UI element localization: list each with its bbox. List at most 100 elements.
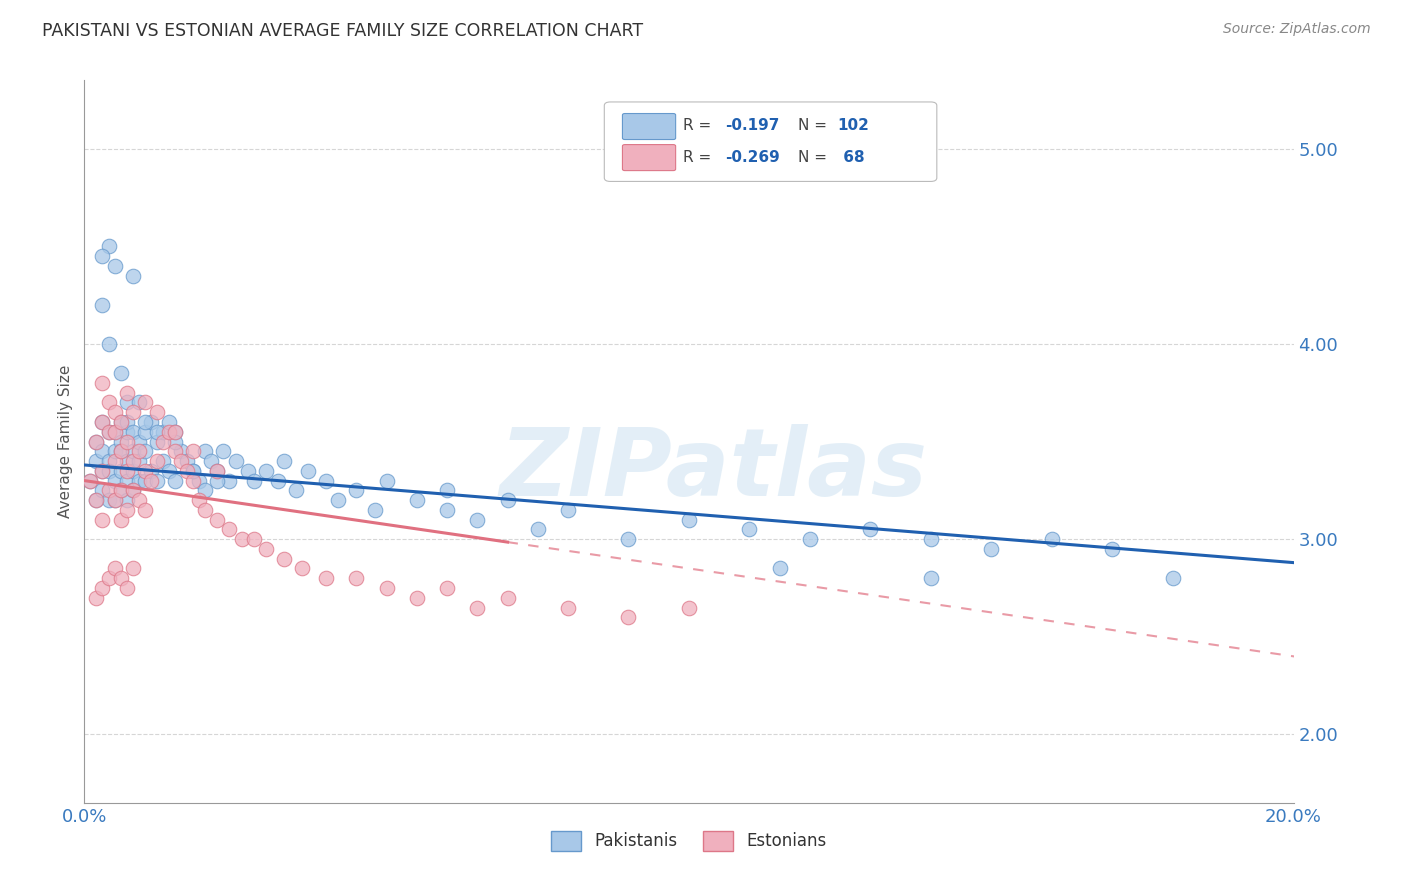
Point — [231, 532, 253, 546]
Point — [134, 474, 156, 488]
Point — [134, 415, 156, 429]
Point — [91, 513, 114, 527]
Point — [104, 561, 127, 575]
Point — [146, 474, 169, 488]
Point — [920, 571, 942, 585]
Point — [134, 395, 156, 409]
Point — [152, 425, 174, 439]
Text: 68: 68 — [838, 150, 865, 165]
Point — [181, 464, 204, 478]
Point — [128, 395, 150, 409]
Point — [134, 464, 156, 478]
Point — [207, 464, 229, 478]
Point — [134, 444, 156, 458]
Point — [115, 581, 138, 595]
Point — [346, 483, 368, 498]
Point — [79, 474, 101, 488]
Text: PAKISTANI VS ESTONIAN AVERAGE FAMILY SIZE CORRELATION CHART: PAKISTANI VS ESTONIAN AVERAGE FAMILY SIZ… — [42, 22, 644, 40]
Point — [91, 415, 114, 429]
Point — [91, 483, 114, 498]
Point — [678, 600, 700, 615]
Point — [128, 434, 150, 449]
Point — [104, 474, 127, 488]
Point — [207, 464, 229, 478]
Point — [121, 405, 143, 419]
Point — [181, 444, 204, 458]
Point — [91, 464, 114, 478]
Point — [165, 425, 187, 439]
Point — [1040, 532, 1063, 546]
Point — [273, 551, 295, 566]
Point — [157, 464, 180, 478]
Point — [980, 541, 1002, 556]
Point — [97, 425, 120, 439]
Text: -0.269: -0.269 — [725, 150, 780, 165]
Point — [291, 561, 314, 575]
Point — [176, 454, 198, 468]
Point — [139, 415, 162, 429]
Point — [406, 493, 429, 508]
Point — [104, 454, 127, 468]
Point — [527, 523, 550, 537]
Point — [128, 493, 150, 508]
Text: Source: ZipAtlas.com: Source: ZipAtlas.com — [1223, 22, 1371, 37]
Text: N =: N = — [797, 150, 831, 165]
Point — [617, 532, 640, 546]
Point — [799, 532, 821, 546]
FancyBboxPatch shape — [623, 113, 676, 139]
Point — [110, 366, 132, 380]
Point — [165, 444, 187, 458]
Point — [110, 444, 132, 458]
Text: N =: N = — [797, 118, 831, 133]
Point — [86, 434, 108, 449]
Point — [375, 581, 398, 595]
Point — [86, 493, 108, 508]
Point — [121, 425, 143, 439]
Point — [236, 464, 259, 478]
Point — [86, 434, 108, 449]
Point — [110, 434, 132, 449]
Point — [97, 395, 120, 409]
Point — [170, 454, 193, 468]
Point — [678, 513, 700, 527]
Point — [1161, 571, 1184, 585]
Point — [110, 415, 132, 429]
Point — [146, 405, 169, 419]
Y-axis label: Average Family Size: Average Family Size — [58, 365, 73, 518]
Point — [104, 259, 127, 273]
Point — [1101, 541, 1123, 556]
Point — [91, 581, 114, 595]
Point — [273, 454, 295, 468]
Point — [91, 415, 114, 429]
Point — [315, 571, 337, 585]
Point — [467, 600, 489, 615]
Point — [194, 483, 217, 498]
Point — [115, 415, 138, 429]
Point — [218, 523, 240, 537]
FancyBboxPatch shape — [605, 102, 936, 181]
Point — [97, 493, 120, 508]
Point — [165, 425, 187, 439]
Point — [115, 385, 138, 400]
Point — [194, 444, 217, 458]
Point — [139, 474, 162, 488]
FancyBboxPatch shape — [623, 145, 676, 170]
Text: R =: R = — [683, 150, 716, 165]
Point — [86, 493, 108, 508]
Point — [128, 454, 150, 468]
Point — [225, 454, 247, 468]
Point — [110, 415, 132, 429]
Point — [157, 415, 180, 429]
Point — [920, 532, 942, 546]
Point — [181, 474, 204, 488]
Point — [115, 395, 138, 409]
Point — [242, 532, 264, 546]
Point — [496, 493, 519, 508]
Point — [121, 483, 143, 498]
Point — [207, 513, 229, 527]
Point — [285, 483, 308, 498]
Point — [97, 464, 120, 478]
Point — [104, 425, 127, 439]
Point — [97, 425, 120, 439]
Point — [152, 434, 174, 449]
